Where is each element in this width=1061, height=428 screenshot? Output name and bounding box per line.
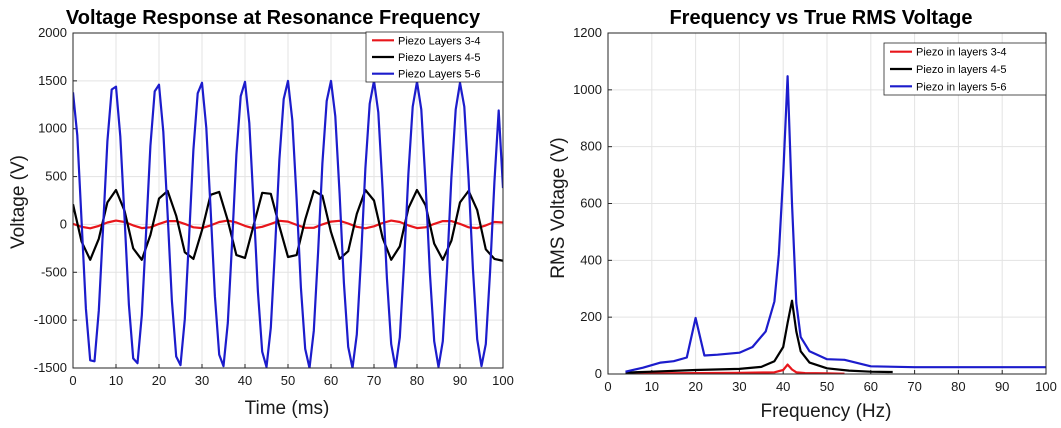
y-tick-label: -500: [41, 264, 67, 279]
legend-label: Piezo Layers 4-5: [398, 52, 481, 64]
x-axis-label: Frequency (Hz): [761, 401, 892, 422]
x-tick-label: 20: [688, 379, 702, 394]
x-tick-label: 90: [453, 373, 467, 388]
legend-label: Piezo in layers 5-6: [916, 81, 1007, 93]
legend-label: Piezo Layers 3-4: [398, 35, 481, 47]
y-tick-label: 400: [580, 252, 602, 267]
y-tick-label: 1500: [38, 73, 67, 88]
series-line-1: [73, 219, 503, 230]
y-tick-label: 1000: [573, 82, 602, 97]
y-tick-label: 2000: [38, 25, 67, 40]
x-axis-label: Time (ms): [245, 398, 330, 419]
x-tick-label: 0: [69, 373, 76, 388]
x-tick-label: 70: [367, 373, 381, 388]
y-tick-label: -1000: [34, 312, 67, 327]
plot-frame: [607, 32, 1047, 375]
legend-label: Piezo Layers 5-6: [398, 69, 481, 81]
x-tick-label: 10: [645, 379, 659, 394]
y-tick-label: 600: [580, 196, 602, 211]
x-tick-label: 40: [238, 373, 252, 388]
y-tick-label: -1500: [34, 360, 67, 375]
x-tick-label: 80: [410, 373, 424, 388]
legend-label: Piezo in layers 4-5: [916, 64, 1007, 76]
legend: Piezo Layers 3-4 Piezo Layers 4-5 Piezo La…: [365, 31, 504, 83]
x-tick-label: 30: [195, 373, 209, 388]
x-tick-label: 100: [492, 373, 514, 388]
legend: Piezo in layers 3-4 Piezo in layers 4-5 Pi…: [883, 42, 1047, 96]
series-line-3: [73, 79, 503, 368]
y-tick-label: 0: [595, 366, 602, 381]
plot-frame: [72, 32, 504, 369]
y-tick-label: 1200: [573, 25, 602, 40]
x-tick-label: 50: [281, 373, 295, 388]
x-tick-label: 70: [907, 379, 921, 394]
legend-label: Piezo in layers 3-4: [916, 47, 1007, 59]
series-line-2: [625, 299, 893, 374]
series-group: [73, 79, 503, 368]
chart-title: Voltage Response at Resonance Frequency: [66, 7, 481, 29]
x-tick-label: 0: [604, 379, 611, 394]
frequency-rms-svg: Frequency vs True RMS Voltage Frequency …: [548, 7, 1057, 422]
y-axis-label: RMS Voltage (V): [548, 137, 569, 279]
series-line-3: [625, 75, 1046, 373]
x-tick-label: 50: [820, 379, 834, 394]
y-tick-label: 800: [580, 139, 602, 154]
x-tick-label: 20: [152, 373, 166, 388]
y-tick-label: 0: [60, 216, 67, 231]
series-group: [625, 75, 1046, 374]
series-line-1: [625, 363, 845, 374]
x-tick-label: 80: [951, 379, 965, 394]
y-tick-label: 1000: [38, 121, 67, 136]
voltage-response-chart: Voltage Response at Resonance Frequency …: [0, 0, 530, 428]
y-axis-label: Voltage (V): [8, 155, 29, 249]
x-tick-label: 60: [864, 379, 878, 394]
x-tick-label: 10: [109, 373, 123, 388]
x-tick-label: 90: [995, 379, 1009, 394]
voltage-response-svg: Voltage Response at Resonance Frequency …: [8, 7, 514, 419]
y-tick-label: 500: [45, 169, 67, 184]
x-tick-label: 100: [1035, 379, 1057, 394]
x-tick-label: 30: [732, 379, 746, 394]
y-tick-label: 200: [580, 309, 602, 324]
chart-title: Frequency vs True RMS Voltage: [669, 7, 972, 29]
x-tick-label: 60: [324, 373, 338, 388]
frequency-rms-chart: Frequency vs True RMS Voltage Frequency …: [530, 0, 1061, 428]
x-tick-label: 40: [776, 379, 790, 394]
